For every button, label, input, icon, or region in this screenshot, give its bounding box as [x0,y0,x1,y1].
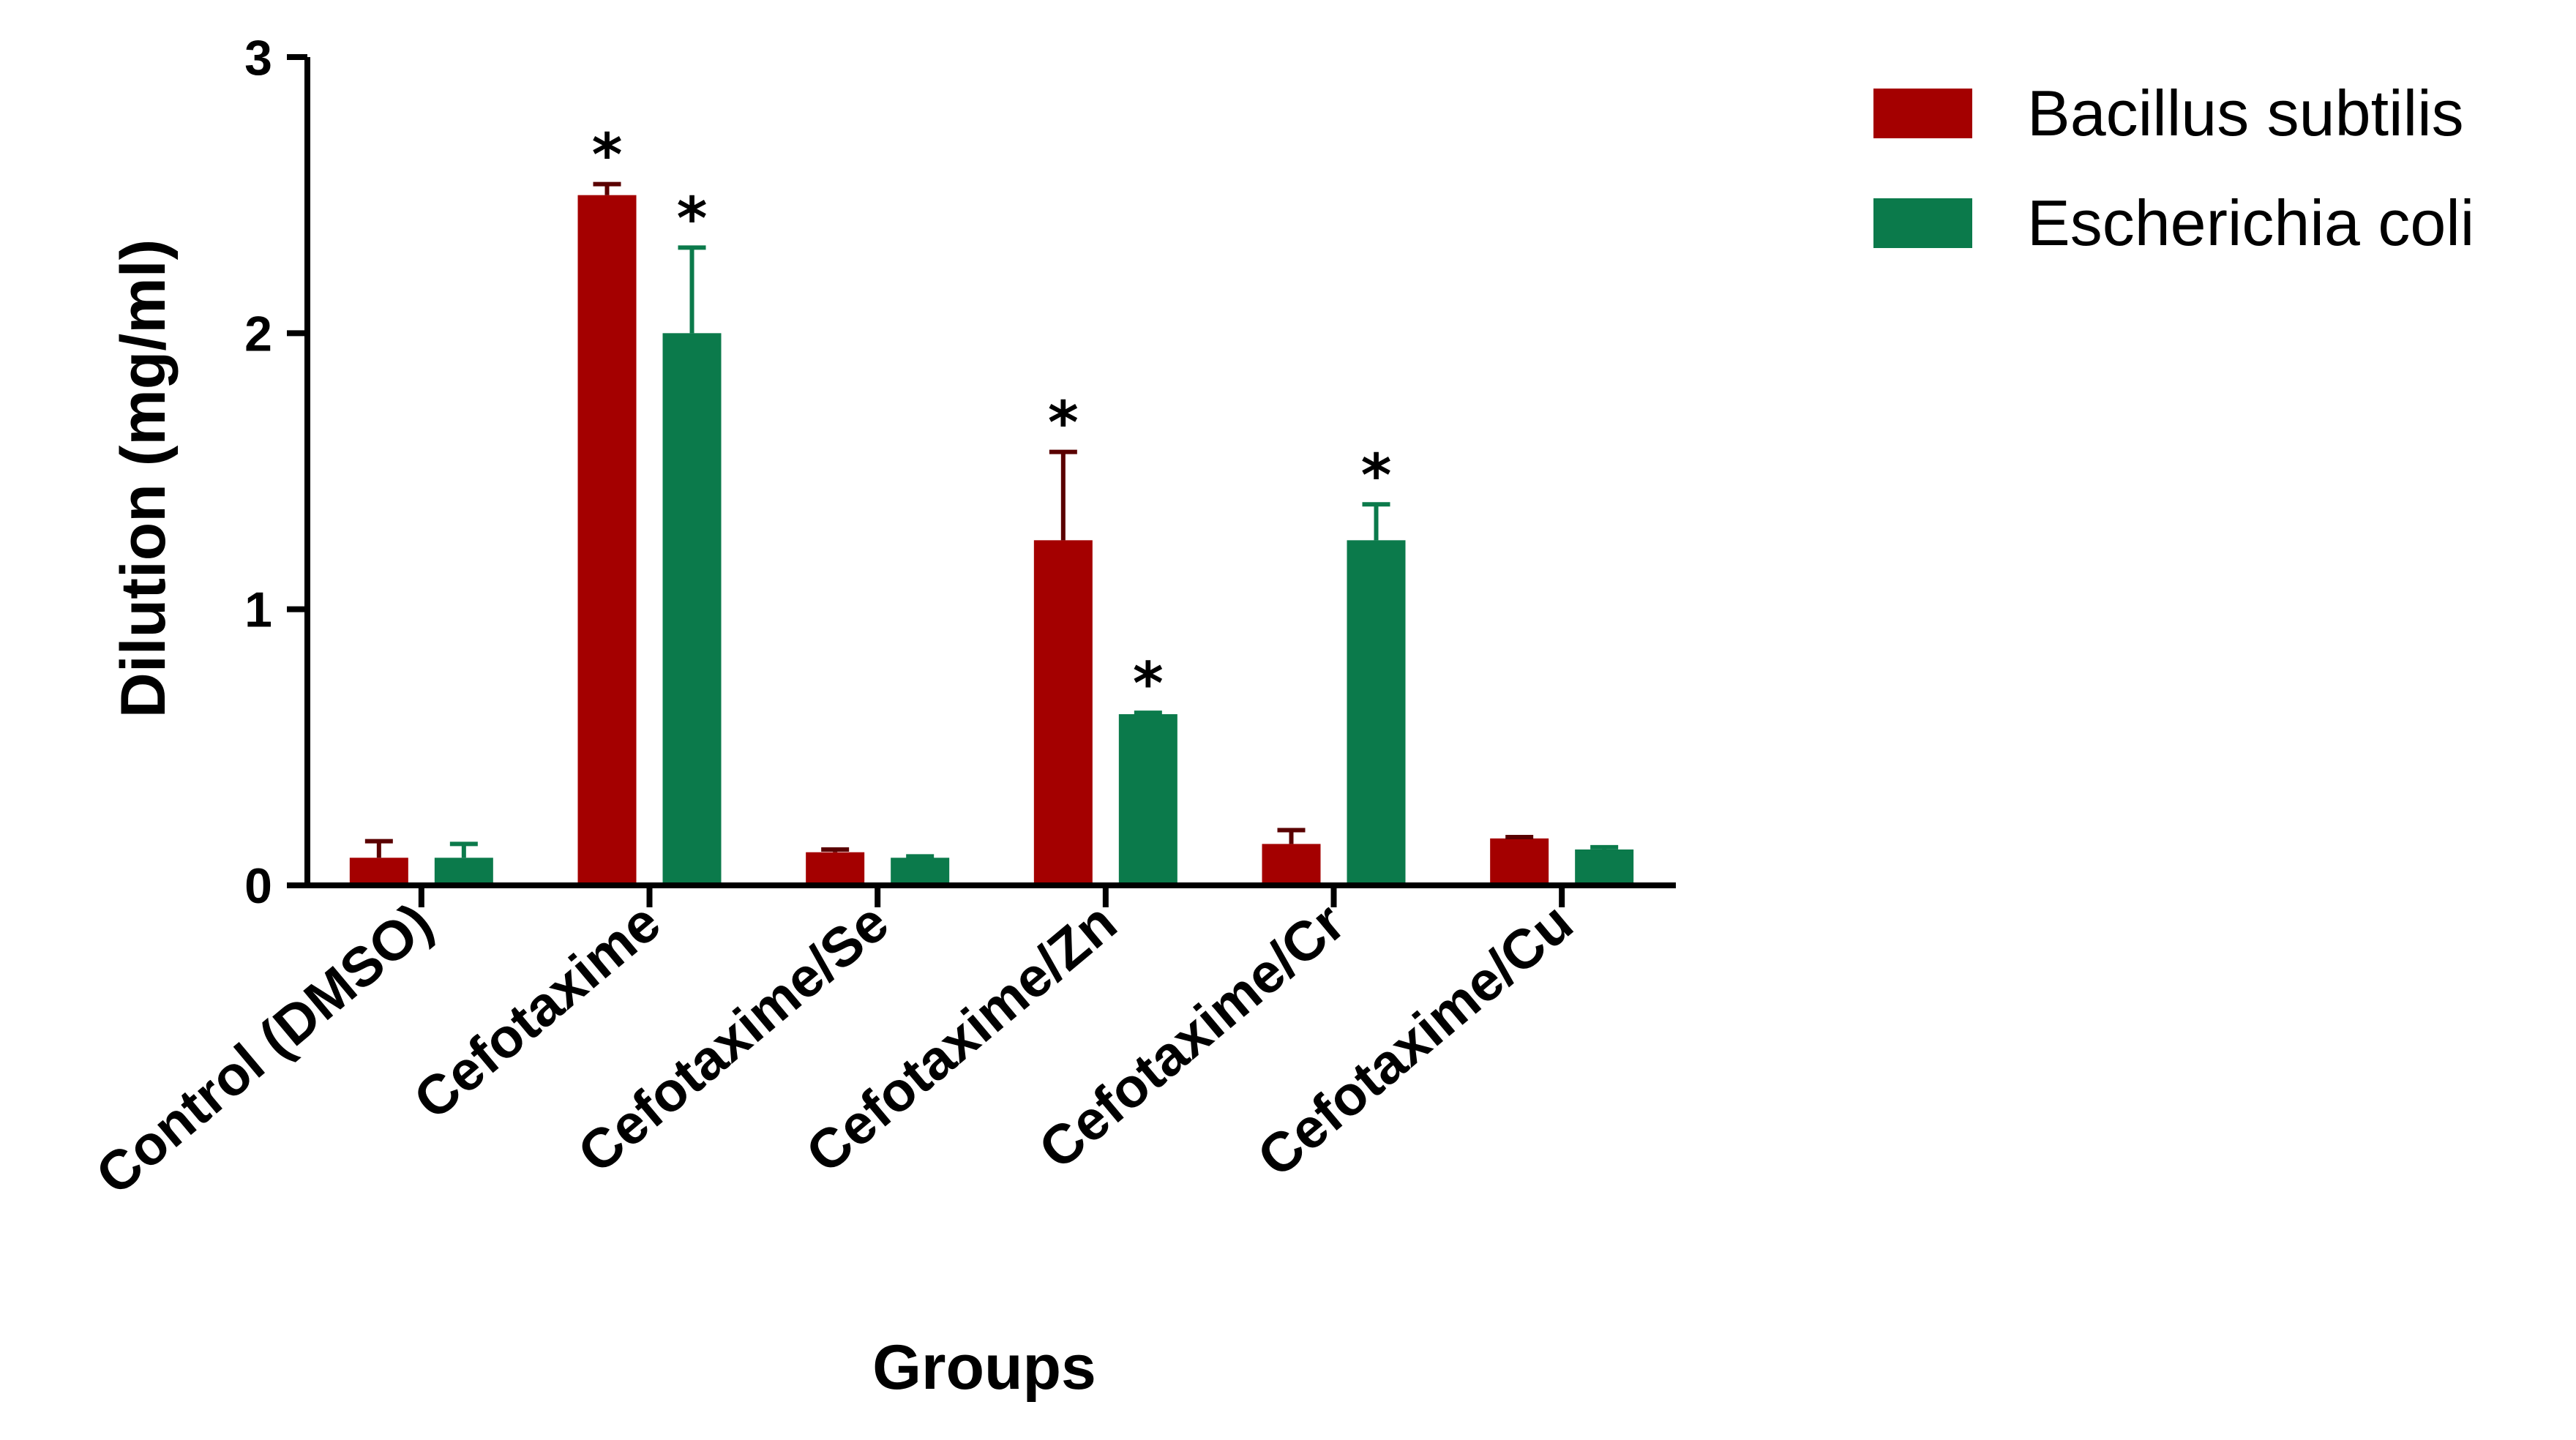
y-axis-title: Dilution (mg/ml) [108,239,179,718]
significance-marker: * [677,184,708,252]
legend: Bacillus subtilis Escherichia coli [1873,77,2474,259]
y-tick-label: 1 [244,582,272,638]
bar-bacillus-5 [1490,838,1549,885]
bar-ecoli-3 [1118,714,1177,885]
bar-ecoli-0 [434,858,493,885]
significance-markers-layer: * * * * * [592,121,1392,719]
bars-layer [349,195,1634,886]
significance-marker: * [1133,650,1164,718]
significance-marker: * [1048,389,1079,457]
error-bar-bacillus-0 [364,839,393,858]
legend-swatch-0 [1873,89,1972,138]
significance-marker: * [592,121,623,190]
error-bars-layer [364,181,1619,859]
bar-ecoli-2 [891,858,950,885]
error-bar-bacillus-3 [1049,449,1077,541]
error-bar-ecoli-5 [1590,844,1619,850]
error-bar-ecoli-0 [449,841,478,858]
error-bar-bacillus-1 [593,181,621,195]
error-bar-ecoli-3 [1134,710,1162,716]
bar-ecoli-5 [1575,849,1634,885]
bar-bacillus-2 [806,852,865,885]
legend-label-0: Bacillus subtilis [2027,77,2464,149]
bar-bacillus-1 [577,195,637,886]
error-bar-bacillus-5 [1505,834,1534,839]
error-bar-bacillus-4 [1277,828,1306,844]
error-bar-ecoli-4 [1362,502,1390,541]
significance-marker: * [1361,441,1392,509]
bar-ecoli-4 [1347,540,1406,885]
error-bar-ecoli-1 [678,245,706,334]
y-tick-label: 2 [244,306,272,361]
error-bar-bacillus-2 [821,847,850,852]
x-axis-title: Groups [872,1332,1096,1403]
y-tick-label: 0 [244,858,272,914]
x-tick-label: Control (DMSO) [85,891,444,1207]
legend-label-1: Escherichia coli [2027,187,2474,259]
legend-swatch-1 [1873,198,1972,248]
bar-bacillus-3 [1033,540,1093,885]
error-bar-ecoli-2 [906,854,935,859]
bar-bacillus-4 [1262,844,1321,885]
bar-bacillus-0 [349,858,408,885]
bar-ecoli-1 [662,333,722,885]
y-tick-label: 3 [244,30,272,86]
